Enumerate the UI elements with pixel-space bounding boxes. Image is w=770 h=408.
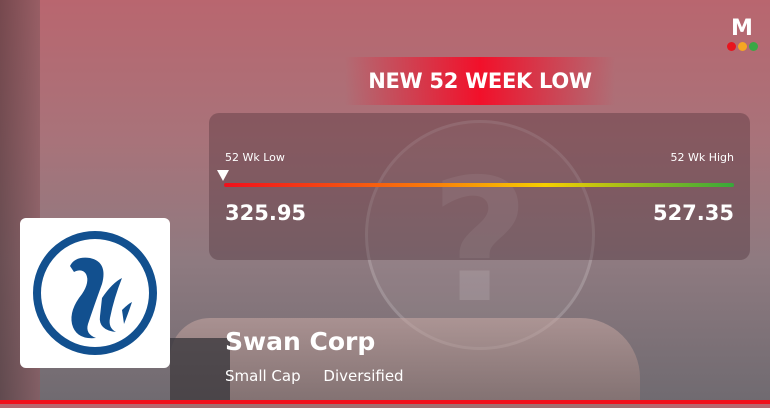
- headline-banner: NEW 52 WEEK LOW: [345, 57, 615, 105]
- brand-logo: M: [722, 18, 762, 54]
- company-logo: [20, 218, 170, 368]
- orange-dot-icon: [737, 42, 747, 51]
- company-tags: Small Cap Diversified: [225, 367, 422, 385]
- green-dot-icon: [748, 42, 758, 51]
- background-cuff: [170, 338, 230, 404]
- low-label: 52 Wk Low: [225, 151, 285, 164]
- background-hand: [170, 318, 640, 408]
- range-panel: 52 Wk Low 52 Wk High 325.95 527.35: [209, 113, 750, 260]
- range-bar: [224, 183, 734, 187]
- current-price-marker-icon: [217, 170, 229, 181]
- sector-tag: Diversified: [323, 367, 404, 385]
- high-label: 52 Wk High: [670, 151, 734, 164]
- brand-letter: M: [731, 16, 753, 41]
- question-circle-decoration: ?: [365, 120, 595, 350]
- company-name: Swan Corp: [225, 327, 376, 356]
- bottom-accent-line: [0, 400, 770, 404]
- red-dot-icon: [726, 42, 736, 51]
- market-cap-tag: Small Cap: [225, 367, 301, 385]
- low-value: 325.95: [225, 201, 307, 225]
- question-mark-icon: ?: [430, 143, 530, 341]
- high-value: 527.35: [652, 201, 734, 225]
- swan-logo-icon: [33, 231, 157, 355]
- headline-text: NEW 52 WEEK LOW: [368, 69, 592, 93]
